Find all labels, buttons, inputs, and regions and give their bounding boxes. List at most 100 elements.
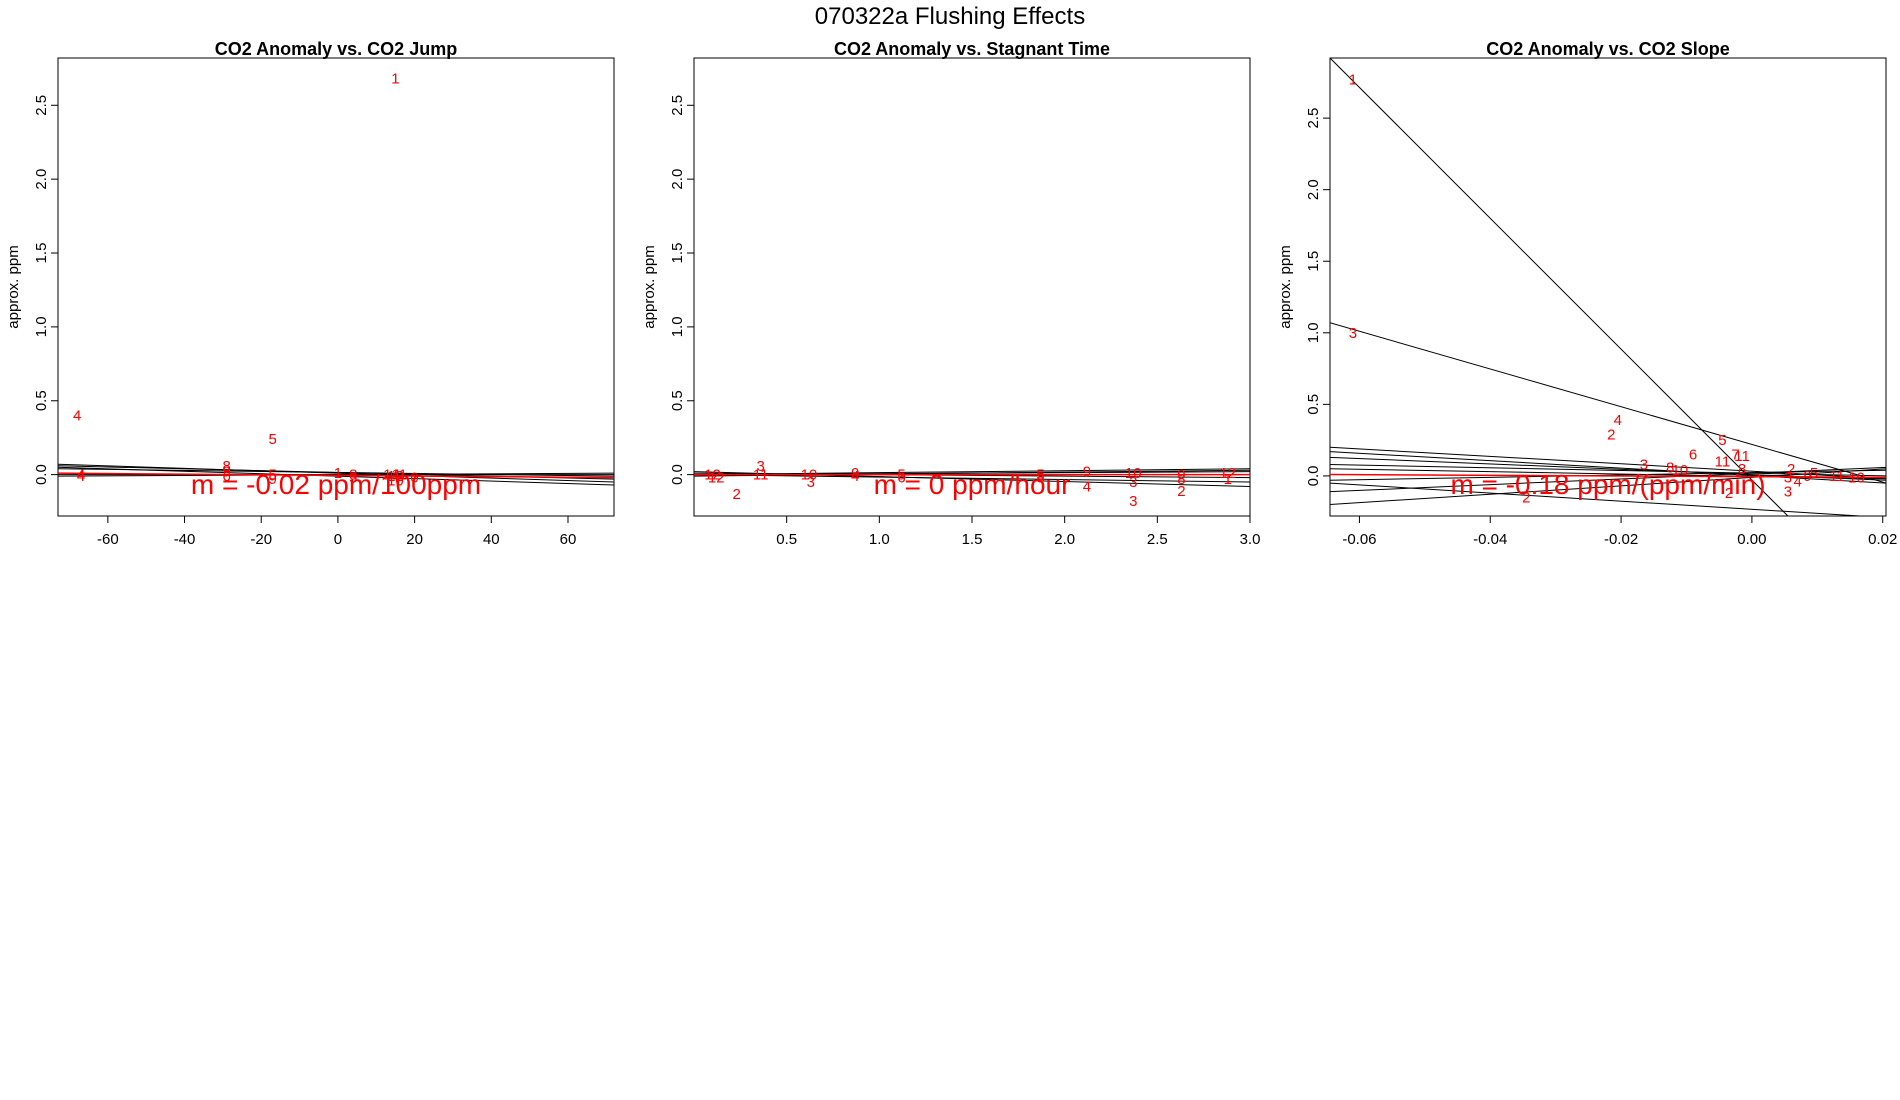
- x-tick-label: -40: [174, 531, 196, 548]
- data-point-label: 12: [387, 468, 404, 485]
- panel-co2-jump: CO2 Anomaly vs. CO2 Jump approx. ppm -60…: [5, 39, 615, 548]
- data-point-label: 4: [1614, 412, 1622, 429]
- trend-line: [58, 463, 614, 483]
- x-tick-label: 2.0: [1054, 531, 1075, 548]
- data-point-label: 10: [1672, 462, 1689, 479]
- y-tick-label: 1.0: [33, 316, 50, 337]
- x-tick-label: 0.5: [776, 531, 797, 548]
- data-point-label: 5: [269, 467, 277, 484]
- y-tick-label: 1.5: [33, 243, 50, 264]
- y-tick-label: 2.5: [33, 95, 50, 116]
- data-point-label: 2: [1787, 461, 1795, 478]
- data-point-label: 9: [269, 471, 277, 488]
- data-point-label: 10: [1848, 469, 1865, 486]
- y-tick-label: 2.0: [1305, 179, 1322, 200]
- y-tick-label: 0.0: [669, 464, 686, 485]
- panel-title: CO2 Anomaly vs. CO2 Jump: [215, 39, 457, 59]
- slope-annotation: m = 0 ppm/hour: [874, 469, 1071, 500]
- data-point-label: 3: [349, 470, 357, 487]
- data-point-label: 1: [1349, 71, 1357, 88]
- data-point-label: 3: [1784, 484, 1792, 501]
- data-point-label: 9: [1803, 468, 1811, 485]
- data-point-label: 5: [1718, 432, 1726, 449]
- data-point-label: 5: [1036, 467, 1044, 484]
- data-point-label: 10: [1125, 465, 1142, 482]
- x-tick-label: -20: [250, 531, 272, 548]
- plot-frame: [57, 57, 615, 517]
- data-point-label: 11: [391, 467, 407, 484]
- data-point-label: 4: [1794, 474, 1802, 491]
- data-point-label: 6: [1689, 446, 1697, 463]
- data-point-label: 9: [851, 465, 859, 482]
- data-point-label: 3: [757, 458, 765, 475]
- data-point-label: 4: [77, 467, 85, 484]
- y-tick-label: 1.0: [669, 316, 686, 337]
- data-point-label: 2: [1522, 489, 1530, 506]
- y-tick-label: 0.5: [33, 390, 50, 411]
- data-point-label: 6: [223, 468, 231, 485]
- data-point-label: 8: [349, 467, 357, 484]
- data-point-label: 9: [1177, 467, 1185, 484]
- x-tick-label: 3.0: [1240, 531, 1261, 548]
- x-tick-label: 20: [406, 531, 423, 548]
- trend-line: [1330, 468, 1886, 506]
- data-point-label: 6: [897, 470, 905, 487]
- data-point-label: 2: [1607, 426, 1615, 443]
- data-point-label: 5: [1810, 465, 1818, 482]
- y-tick-label: 2.5: [1305, 108, 1322, 129]
- x-tick-label: 40: [483, 531, 500, 548]
- y-tick-label: 0.0: [1305, 465, 1322, 486]
- plot-frame: [1329, 57, 1887, 517]
- x-tick-label: 60: [560, 531, 577, 548]
- data-point-label: 4: [1083, 478, 1091, 495]
- data-point-label: 2: [1177, 483, 1185, 500]
- x-tick-label: -60: [97, 531, 119, 548]
- data-point-label: 4: [73, 408, 81, 425]
- x-tick-label: 2.5: [1147, 531, 1168, 548]
- x-tick-label: 1.5: [962, 531, 983, 548]
- slope-annotation: m = -0.02 ppm/100ppm: [191, 469, 481, 500]
- trend-line: [1330, 451, 1886, 484]
- fit-line: [1330, 473, 1886, 479]
- panel-title: CO2 Anomaly vs. CO2 Slope: [1486, 39, 1729, 59]
- trend-line: [1330, 466, 1886, 493]
- x-tick-label: -0.02: [1604, 531, 1638, 548]
- data-point-label: 3: [1784, 469, 1792, 486]
- data-point-label: 12: [1219, 465, 1236, 482]
- y-tick-label: 2.0: [669, 169, 686, 190]
- data-point-label: 11: [1829, 468, 1845, 485]
- data-point-label: 7: [1731, 446, 1739, 463]
- y-tick-label: 0.0: [33, 464, 50, 485]
- y-tick-label: 2.5: [669, 95, 686, 116]
- data-point-label: 4: [77, 468, 85, 485]
- data-point-label: 12: [704, 467, 721, 484]
- x-tick-label: -0.04: [1473, 531, 1507, 548]
- y-axis-label: approx. ppm: [641, 245, 658, 328]
- panel-co2-slope: CO2 Anomaly vs. CO2 Slope approx. ppm -0…: [1277, 39, 1897, 548]
- trend-line: [1330, 322, 1886, 484]
- data-point-label: 14: [383, 467, 400, 484]
- data-point-label: 8: [1666, 459, 1674, 476]
- panel-title: CO2 Anomaly vs. Stagnant Time: [834, 39, 1110, 59]
- data-point-label: 1: [334, 465, 342, 482]
- data-point-label: 1: [391, 71, 399, 88]
- data-point-label: 8: [1738, 461, 1746, 478]
- data-point-label: 2: [732, 486, 740, 503]
- y-tick-label: 1.0: [1305, 322, 1322, 343]
- x-tick-label: -0.06: [1342, 531, 1376, 548]
- figure-title: 070322a Flushing Effects: [815, 3, 1085, 30]
- data-point-label: 11: [1715, 454, 1731, 471]
- data-point-label: 11: [753, 467, 769, 484]
- data-point-label: 2: [1725, 485, 1733, 502]
- y-axis-label: approx. ppm: [1277, 245, 1294, 328]
- y-tick-label: 2.0: [33, 169, 50, 190]
- trend-line: [1330, 482, 1860, 516]
- data-point-label: 10: [387, 473, 404, 490]
- x-tick-label: 0: [334, 531, 342, 548]
- data-point-label: 12: [708, 470, 725, 487]
- panel-stagnant-time: CO2 Anomaly vs. Stagnant Time approx. pp…: [641, 39, 1260, 548]
- data-point-label: 10: [801, 467, 818, 484]
- data-point-label: 5: [897, 467, 905, 484]
- plot-frame: [693, 57, 1251, 517]
